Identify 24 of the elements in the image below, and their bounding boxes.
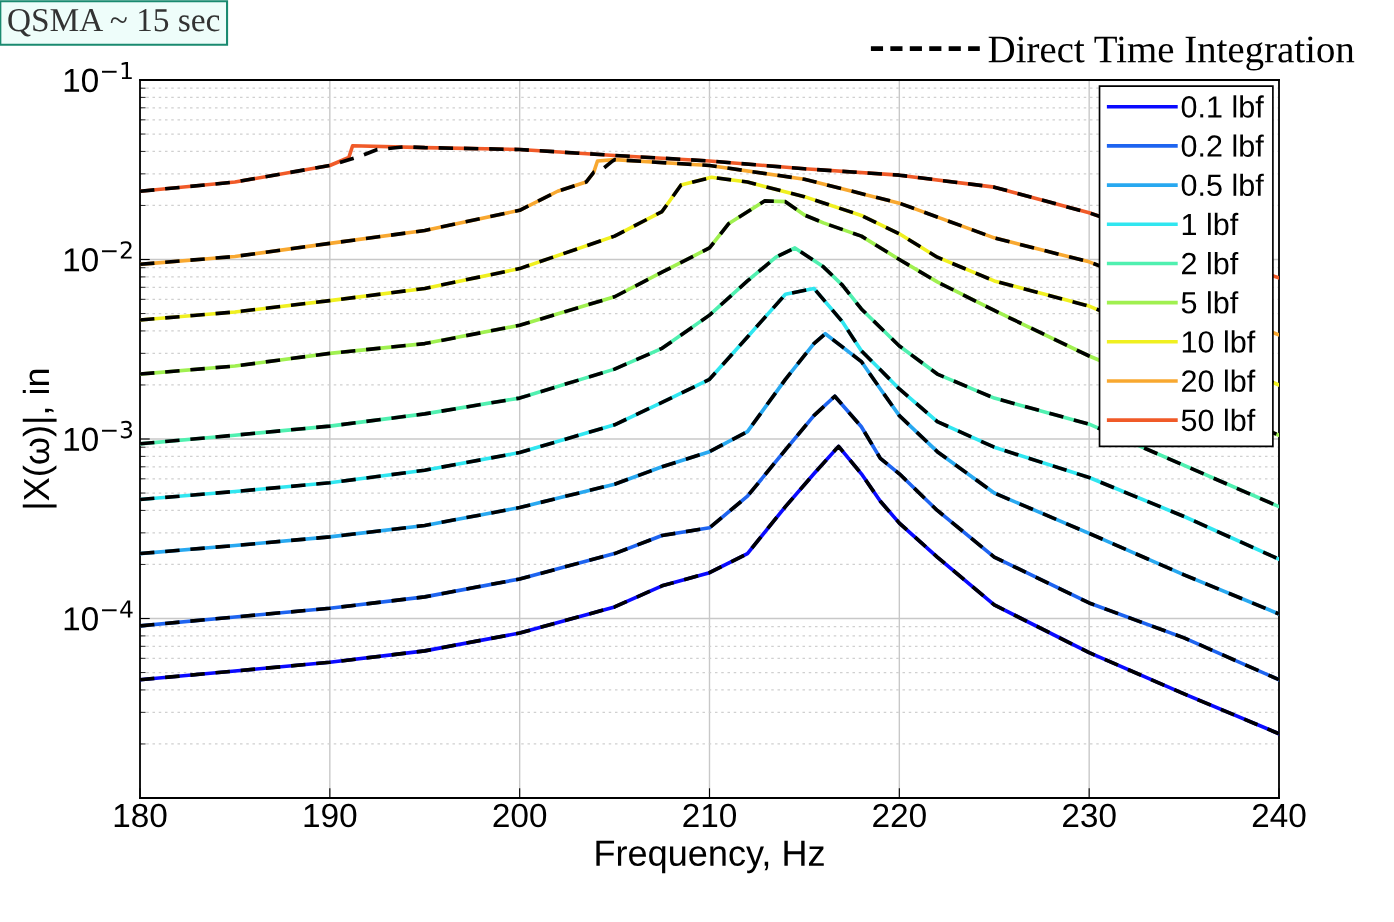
legend-label: 0.1 lbf — [1181, 95, 1264, 118]
text: QSMA ~ 15 sec — [8, 8, 220, 37]
y-tick-label: 10$^{−2}$ — [64, 241, 132, 272]
legend-label: 0.5 lbf — [1181, 173, 1264, 197]
x-tick-label: 230 — [1063, 803, 1116, 828]
legend-label: 10 lbf — [1182, 330, 1256, 353]
legend-label: 50 lbf — [1181, 408, 1256, 432]
y-axis-title: |X(ω)|, in — [22, 369, 57, 508]
x-axis-title: Frequency, Hz — [596, 840, 824, 874]
x-tick-label: 190 — [304, 803, 357, 828]
x-tick-label: 210 — [683, 803, 737, 828]
legend-label: 20 lbf — [1182, 369, 1256, 392]
x-tick-label: 200 — [493, 803, 547, 828]
legend-label: 0.2 lbf — [1181, 134, 1264, 157]
y-tick-label: 10$^{−4}$ — [64, 600, 133, 631]
legend-label: 1 lbf — [1182, 212, 1239, 236]
x-tick-label: 240 — [1252, 803, 1306, 828]
legend-label: 5 lbf — [1181, 291, 1239, 314]
x-tick-label: 220 — [873, 803, 926, 828]
y-tick-label: 10$^{−1}$ — [64, 62, 132, 93]
legend-label: Direct Time Integration — [988, 36, 1355, 71]
legend-label: 2 lbf — [1182, 251, 1239, 275]
y-tick-label: 10$^{−3}$ — [64, 420, 133, 452]
x-tick-label: 180 — [114, 803, 167, 828]
